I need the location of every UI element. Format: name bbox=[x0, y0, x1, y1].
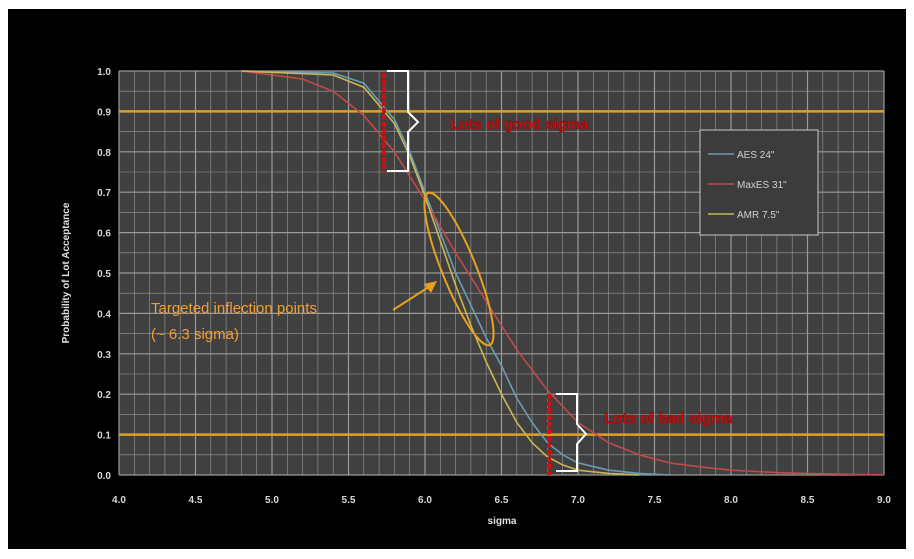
x-tick-label: 7.5 bbox=[648, 495, 662, 506]
legend: AES 24" MaxES 31" AMR 7.5" bbox=[699, 129, 819, 236]
x-tick-labels: 4.0 4.5 5.0 5.5 6.0 6.5 7.0 7.5 8.0 8.5 9.0 bbox=[112, 495, 891, 506]
reference-lines bbox=[119, 110, 884, 436]
y-tick-label: 0.9 bbox=[97, 107, 111, 118]
legend-label: AES 24" bbox=[737, 150, 775, 161]
y-tick-label: 0.6 bbox=[97, 229, 111, 240]
y-tick-label: 1.0 bbox=[97, 67, 111, 78]
x-tick-label: 8.0 bbox=[724, 495, 738, 506]
x-tick-label: 5.5 bbox=[342, 495, 356, 506]
y-tick-label: 0.1 bbox=[97, 431, 111, 442]
x-tick-label: 7.0 bbox=[571, 495, 585, 506]
y-tick-label: 0.5 bbox=[97, 269, 111, 280]
inflection-arrow-head bbox=[424, 281, 437, 293]
legend-label: MaxES 31" bbox=[737, 180, 787, 191]
x-tick-label: 6.0 bbox=[418, 495, 432, 506]
y-tick-labels: 0.0 0.1 0.2 0.3 0.4 0.5 0.6 0.7 0.8 0.9 1.0 bbox=[97, 67, 111, 482]
x-tick-label: 5.0 bbox=[265, 495, 279, 506]
y-tick-label: 0.2 bbox=[97, 390, 111, 401]
y-tick-label: 0.0 bbox=[97, 471, 111, 482]
inflection-label-line1: Targeted inflection points bbox=[151, 300, 317, 317]
inflection-ellipse bbox=[423, 191, 495, 347]
bottom-bracket bbox=[556, 393, 588, 472]
inflection-label-line2: (~ 6.3 sigma) bbox=[151, 326, 239, 343]
x-tick-label: 9.0 bbox=[877, 495, 891, 506]
y-tick-label: 0.4 bbox=[97, 309, 111, 320]
series-line-2 bbox=[241, 70, 885, 476]
grid bbox=[118, 70, 885, 476]
chart-frame: 4.0 4.5 5.0 5.5 6.0 6.5 7.0 7.5 8.0 8.5 9.0 0.0 0.1… bbox=[8, 9, 906, 549]
y-tick-label: 0.3 bbox=[97, 350, 111, 361]
chart-svg: 4.0 4.5 5.0 5.5 6.0 6.5 7.0 7.5 8.0 8.5 9.0 0.0 0.1… bbox=[61, 67, 891, 527]
top-bracket-label: Lots of good sigma bbox=[450, 116, 589, 133]
x-tick-label: 4.5 bbox=[189, 495, 203, 506]
x-tick-label: 6.5 bbox=[495, 495, 509, 506]
legend-label: AMR 7.5" bbox=[737, 210, 780, 221]
legend-box bbox=[699, 129, 819, 236]
y-tick-label: 0.8 bbox=[97, 148, 111, 159]
x-tick-label: 8.5 bbox=[801, 495, 815, 506]
top-bracket bbox=[387, 70, 420, 172]
legend-items: AES 24" MaxES 31" AMR 7.5" bbox=[708, 150, 787, 221]
y-axis-title: Probability of Lot Acceptance bbox=[61, 202, 72, 343]
x-axis-title: sigma bbox=[488, 516, 517, 527]
x-tick-label: 4.0 bbox=[112, 495, 126, 506]
series-line-3 bbox=[241, 70, 640, 476]
bottom-bracket-label: Lots of bad sigma bbox=[604, 410, 733, 427]
y-tick-label: 0.7 bbox=[97, 188, 111, 199]
